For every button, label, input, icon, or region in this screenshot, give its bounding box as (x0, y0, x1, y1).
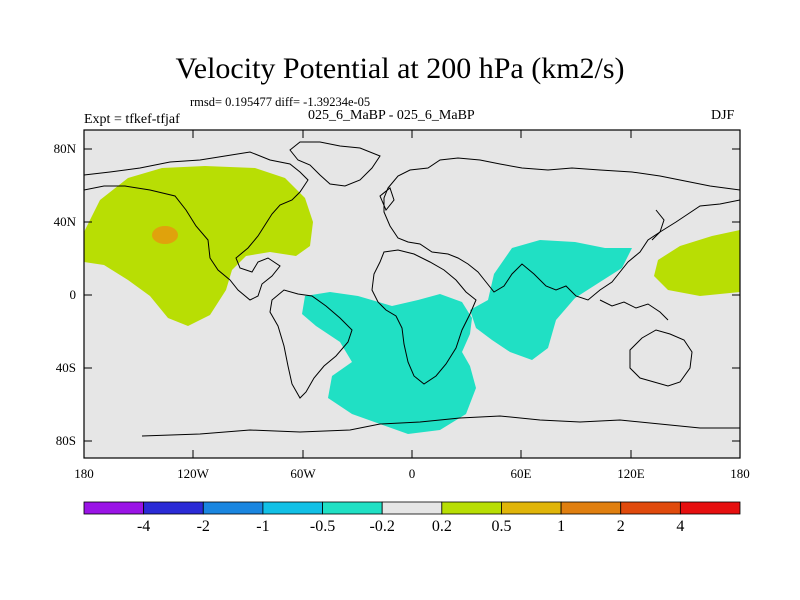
colorbar-label: 0.5 (491, 518, 512, 535)
longitude-label: 120W (177, 466, 209, 481)
colorbar-swatch (501, 501, 562, 515)
coast-south-america (269, 289, 353, 399)
coast-africa (371, 249, 477, 385)
positive-peak-region (152, 226, 178, 244)
latitude-label: 80S (55, 433, 76, 448)
coast-indonesia (599, 299, 669, 321)
latitude-label: 0 (69, 287, 77, 302)
longitude-label: 60W (290, 466, 316, 481)
colorbar-label: 4 (676, 518, 685, 535)
latitude-label: 40S (55, 360, 76, 375)
colorbar-swatch (441, 501, 502, 515)
map-plot-area (84, 130, 740, 458)
positive-region-east-pacific (654, 230, 740, 296)
latitude-label: 40N (53, 214, 76, 229)
coast-japan (651, 209, 665, 241)
colorbar-label: -0.5 (309, 518, 336, 535)
colorbar (83, 501, 741, 515)
coast-britain (379, 187, 395, 211)
longitude-label: 180 (74, 466, 94, 481)
coast-antarctica (141, 415, 740, 437)
colorbar-swatch (83, 501, 145, 515)
colorbar-swatch (262, 501, 323, 515)
colorbar-swatch (322, 501, 383, 515)
colorbar-swatch (202, 501, 264, 515)
negative-region-africa (302, 292, 476, 434)
colorbar-label: 2 (616, 518, 625, 535)
longitude-label: 60E (510, 466, 532, 481)
longitude-label: 120E (617, 466, 645, 481)
season-label: DJF (711, 108, 735, 123)
colorbar-label: -2 (196, 518, 210, 535)
map-title: Velocity Potential at 200 hPa (km2/s) (175, 52, 625, 85)
coast-australia (629, 329, 693, 387)
longitude-ticks (83, 130, 741, 458)
colorbar-swatch (679, 501, 741, 515)
latitude-ticks (84, 148, 740, 442)
longitude-label: 180 (730, 466, 750, 481)
colorbar-label: -1 (256, 518, 270, 535)
positive-region-north-america (84, 166, 313, 326)
colorbar-label: -4 (136, 518, 151, 535)
coast-north-america (84, 151, 309, 301)
coastlines (84, 141, 740, 437)
colorbar-swatch (560, 501, 622, 515)
longitude-label: 0 (408, 466, 416, 481)
stats-line: rmsd= 0.195477 diff= -1.39234e-05 (190, 95, 371, 109)
colorbar-swatch (620, 501, 681, 515)
experiment-label: Expt = tfkef-tfjaf (84, 112, 180, 127)
colorbar-label: -0.2 (369, 518, 395, 535)
coast-greenland (289, 141, 381, 187)
colorbar-swatch (381, 501, 443, 515)
colorbar-label: 1 (557, 518, 566, 535)
colorbar-label: 0.2 (431, 518, 452, 535)
latitude-label: 80N (53, 141, 76, 156)
colorbar-swatch (143, 501, 204, 515)
case-label: 025_6_MaBP - 025_6_MaBP (308, 108, 475, 123)
negative-region-indian-ocean (470, 240, 632, 360)
coast-eurasia (383, 157, 740, 301)
